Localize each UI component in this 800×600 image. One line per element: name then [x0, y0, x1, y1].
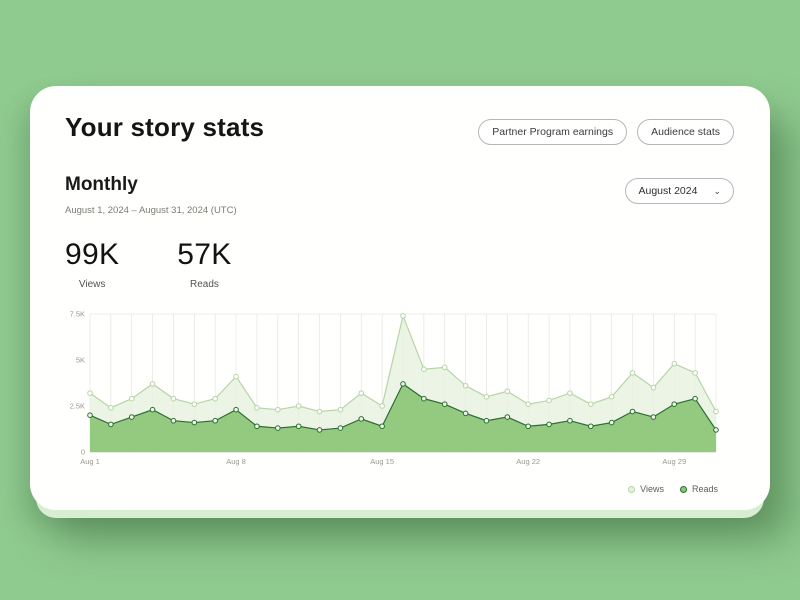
month-dropdown[interactable]: August 2024 ⌄	[625, 178, 734, 204]
period-heading: Monthly	[65, 174, 138, 195]
reads-legend-item: Reads	[679, 484, 718, 494]
partner-program-earnings-button[interactable]: Partner Program earnings	[478, 119, 628, 145]
stats-summary: 99K Views 57K Reads	[65, 238, 232, 290]
svg-text:Aug 1: Aug 1	[80, 457, 100, 466]
views-stat: 99K Views	[65, 238, 119, 290]
svg-text:Aug 29: Aug 29	[662, 457, 686, 466]
svg-text:Aug 8: Aug 8	[226, 457, 246, 466]
reads-stat-label: Reads	[189, 279, 219, 290]
svg-text:Aug 22: Aug 22	[516, 457, 540, 466]
reads-stat: 57K Reads	[177, 238, 231, 290]
views-legend-label: Views	[640, 484, 664, 494]
views-legend-item: Views	[628, 484, 664, 494]
header-actions: Partner Program earnings Audience stats	[478, 119, 734, 145]
reads-legend-dot-icon	[679, 485, 687, 493]
views-legend-dot-icon	[628, 485, 636, 493]
page-title: Your story stats	[65, 112, 265, 142]
audience-stats-button[interactable]: Audience stats	[637, 119, 734, 145]
svg-text:2.5K: 2.5K	[70, 402, 85, 411]
chevron-down-icon: ⌄	[713, 186, 721, 196]
reads-legend-label: Reads	[691, 484, 718, 494]
chart-legend: Views Reads	[628, 484, 718, 494]
views-stat-label: Views	[78, 279, 106, 290]
area-chart-svg: 0 2.5K 5K 7.5K Aug 1 Aug 8 Aug 15 Aug 22 Aug 29	[70, 310, 719, 466]
svg-text:Aug 15: Aug 15	[370, 457, 394, 466]
svg-text:7.5K: 7.5K	[70, 310, 85, 319]
stats-chart: 0 2.5K 5K 7.5K Aug 1 Aug 8 Aug 15 Aug 22 Aug 29	[62, 306, 722, 478]
views-stat-value: 99K	[65, 238, 120, 271]
svg-text:5K: 5K	[76, 356, 85, 365]
month-dropdown-value: August 2024	[638, 185, 698, 197]
date-range-label: August 1, 2024 – August 31, 2024 (UTC)	[65, 205, 237, 216]
reads-stat-value: 57K	[177, 238, 232, 271]
svg-text:0: 0	[81, 448, 85, 457]
stats-card: Your story stats Partner Program earning…	[30, 86, 770, 510]
